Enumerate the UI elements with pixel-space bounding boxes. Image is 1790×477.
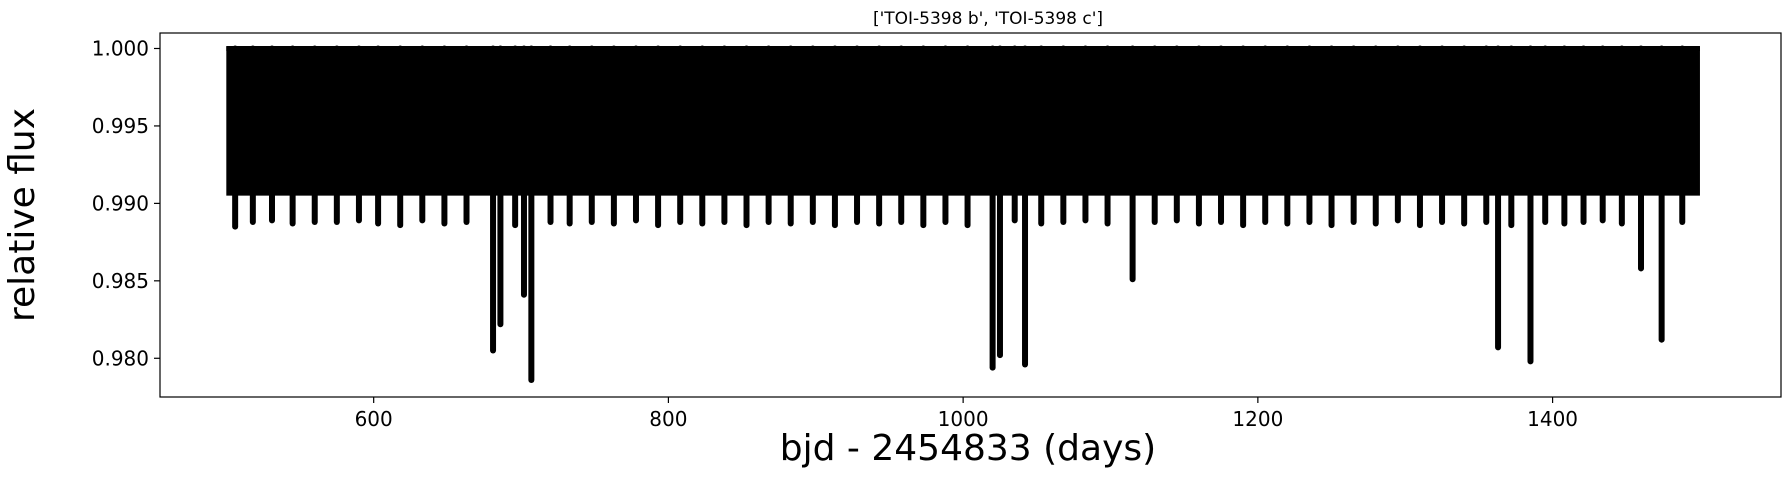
y-tick-label: 0.995: [92, 114, 149, 138]
x-tick-label: 1000: [938, 407, 989, 431]
y-tick-label: 0.990: [92, 191, 149, 215]
x-tick-label: 1200: [1232, 407, 1283, 431]
plot-frame: [159, 32, 1782, 398]
y-axis: 0.980 0.985 0.990 0.995 1.000: [92, 36, 160, 370]
x-tick-label: 1400: [1527, 407, 1578, 431]
y-tick-label: 1.000: [92, 36, 149, 60]
y-tick-label: 0.980: [92, 346, 149, 370]
x-tick-label: 600: [355, 407, 393, 431]
x-axis: 600 800 1000 1200 1400: [355, 397, 1578, 431]
y-tick-label: 0.985: [92, 269, 149, 293]
x-axis-label: bjd - 2454833 (days): [780, 428, 1156, 469]
y-axis-label: relative flux: [2, 108, 43, 322]
flux-band: [226, 46, 1700, 196]
x-tick-label: 800: [649, 407, 687, 431]
chart-title: ['TOI-5398 b', 'TOI-5398 c']: [873, 9, 1103, 29]
plot-area: [226, 45, 1700, 383]
